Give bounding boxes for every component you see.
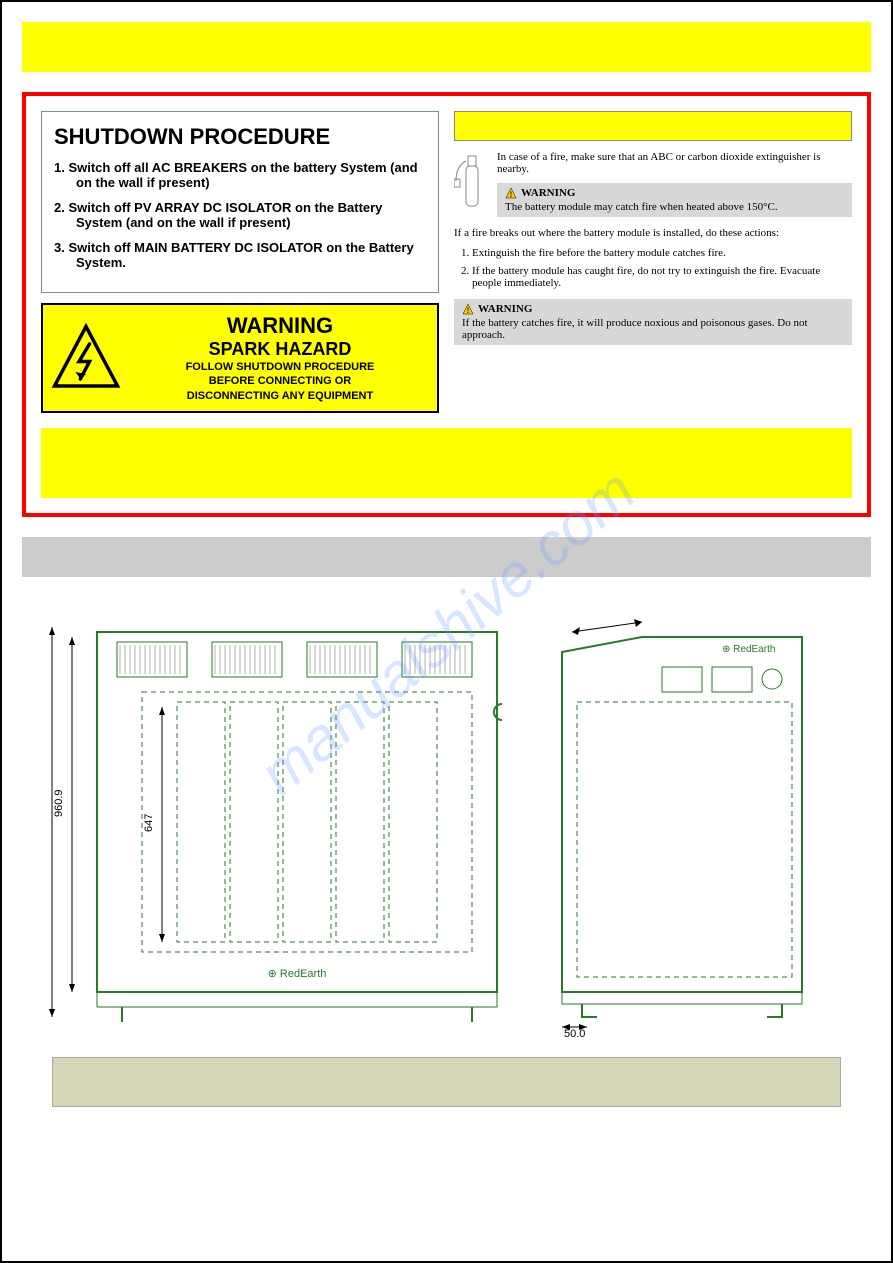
shutdown-step3: 3. Switch off MAIN BATTERY DC ISOLATOR o… <box>54 240 426 270</box>
front-view-drawing: 1040.0 960.9 <box>42 617 502 1037</box>
warn2-title-row: ! WARNING <box>462 303 844 315</box>
brand-side: ⊕ RedEarth <box>722 644 775 655</box>
warning-subtitle: SPARK HAZARD <box>131 339 429 360</box>
shutdown-title: SHUTDOWN PROCEDURE <box>54 124 426 150</box>
shutdown-step2: 2. Switch off PV ARRAY DC ISOLATOR on th… <box>54 200 426 230</box>
safety-columns: SHUTDOWN PROCEDURE 1. Switch off all AC … <box>41 111 852 413</box>
inner-yellow-bar <box>41 428 852 498</box>
small-yellow-bar <box>454 111 852 141</box>
action-list: Extinguish the fire before the battery m… <box>454 247 852 289</box>
svg-text:!: ! <box>510 190 513 199</box>
dim-50: 50.0 <box>564 1028 585 1037</box>
fire-text-col: In case of a fire, make sure that an ABC… <box>497 151 852 217</box>
warn1-label: WARNING <box>521 187 575 199</box>
warning-line3: DISCONNECTING ANY EQUIPMENT <box>131 389 429 403</box>
shutdown-step1: 1. Switch off all AC BREAKERS on the bat… <box>54 160 426 190</box>
warning-title: WARNING <box>131 313 429 339</box>
page-container: manualshive.com SHUTDOWN PROCEDURE 1. Sw… <box>0 0 893 1263</box>
safety-red-box: SHUTDOWN PROCEDURE 1. Switch off all AC … <box>22 92 871 517</box>
shutdown-procedure-box: SHUTDOWN PROCEDURE 1. Switch off all AC … <box>41 111 439 293</box>
warning-gray-1: ! WARNING The battery module may catch f… <box>497 183 852 217</box>
side-view-drawing: 150 ⊕ RedEarth 50.0 <box>522 617 822 1037</box>
right-column: In case of a fire, make sure that an ABC… <box>454 111 852 413</box>
warn2-text: If the battery catches fire, it will pro… <box>462 317 844 341</box>
dim-height: 1040.0 <box>42 793 45 827</box>
warning-text-block: WARNING SPARK HAZARD FOLLOW SHUTDOWN PRO… <box>131 313 429 403</box>
action-intro: If a fire breaks out where the battery m… <box>454 227 852 239</box>
dim-647: 647 <box>143 814 155 832</box>
small-triangle-icon: ! <box>505 187 517 199</box>
spark-hazard-warning: WARNING SPARK HAZARD FOLLOW SHUTDOWN PRO… <box>41 303 439 413</box>
svg-text:!: ! <box>467 306 470 315</box>
dim-inner-height: 960.9 <box>53 789 65 817</box>
action-1: Extinguish the fire before the battery m… <box>472 247 852 259</box>
brand-front: ⊕ RedEarth <box>268 968 327 980</box>
warning-gray-2: ! WARNING If the battery catches fire, i… <box>454 299 852 345</box>
extinguisher-icon <box>454 151 489 211</box>
side-view-svg: 150 ⊕ RedEarth 50.0 <box>522 617 822 1037</box>
small-triangle-icon-2: ! <box>462 303 474 315</box>
front-view-svg: 1040.0 960.9 <box>42 617 502 1037</box>
left-column: SHUTDOWN PROCEDURE 1. Switch off all AC … <box>41 111 439 413</box>
action-2: If the battery module has caught fire, d… <box>472 265 852 289</box>
warn1-text: The battery module may catch fire when h… <box>505 201 844 213</box>
warn2-label: WARNING <box>478 303 532 315</box>
technical-drawings: 1040.0 960.9 <box>22 617 871 1037</box>
warn1-title-row: ! WARNING <box>505 187 844 199</box>
hazard-triangle-icon <box>51 323 121 393</box>
fire-case-row: In case of a fire, make sure that an ABC… <box>454 151 852 217</box>
dim-150: 150 <box>602 617 620 620</box>
bottom-beige-bar <box>52 1057 841 1107</box>
gray-section-bar <box>22 537 871 577</box>
fire-case-text: In case of a fire, make sure that an ABC… <box>497 151 852 175</box>
top-yellow-bar <box>22 22 871 72</box>
warning-line1: FOLLOW SHUTDOWN PROCEDURE <box>131 360 429 374</box>
warning-line2: BEFORE CONNECTING OR <box>131 374 429 388</box>
